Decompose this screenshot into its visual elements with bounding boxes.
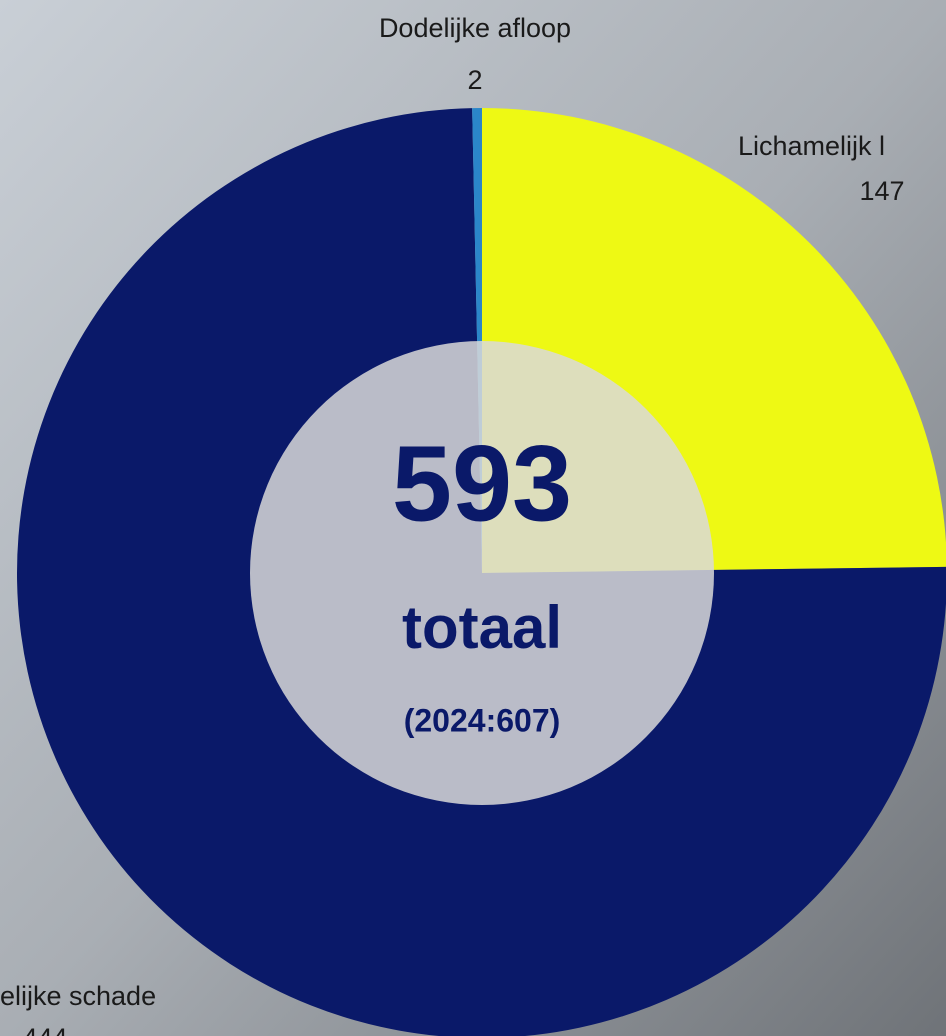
slice-value: 2 [467, 65, 482, 95]
slice-value: 444 [22, 1023, 67, 1036]
center-value: 593 [392, 423, 572, 544]
center-label: totaal [402, 594, 562, 661]
donut-hole [250, 341, 714, 805]
slice-value: 147 [859, 176, 904, 206]
slice-label: Lichamelijk l [738, 131, 885, 161]
center-note: (2024:607) [404, 702, 561, 738]
slice-label: Dodelijke afloop [379, 13, 571, 43]
slice-label: elijke schade [0, 981, 156, 1011]
